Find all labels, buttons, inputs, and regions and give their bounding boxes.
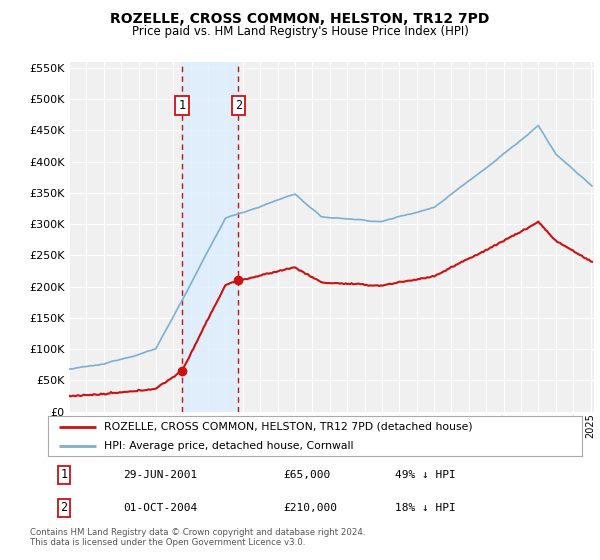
Text: ROZELLE, CROSS COMMON, HELSTON, TR12 7PD (detached house): ROZELLE, CROSS COMMON, HELSTON, TR12 7PD… bbox=[104, 422, 473, 432]
Bar bbox=[182, 62, 238, 412]
Text: 29-JUN-2001: 29-JUN-2001 bbox=[123, 470, 197, 480]
Text: Price paid vs. HM Land Registry's House Price Index (HPI): Price paid vs. HM Land Registry's House … bbox=[131, 25, 469, 38]
Text: £210,000: £210,000 bbox=[283, 503, 337, 513]
Text: 1: 1 bbox=[178, 99, 185, 112]
Text: 1: 1 bbox=[61, 468, 68, 481]
Text: 01-OCT-2004: 01-OCT-2004 bbox=[123, 503, 197, 513]
Text: £65,000: £65,000 bbox=[283, 470, 330, 480]
Text: 18% ↓ HPI: 18% ↓ HPI bbox=[395, 503, 456, 513]
Text: ROZELLE, CROSS COMMON, HELSTON, TR12 7PD: ROZELLE, CROSS COMMON, HELSTON, TR12 7PD bbox=[110, 12, 490, 26]
Text: Contains HM Land Registry data © Crown copyright and database right 2024.
This d: Contains HM Land Registry data © Crown c… bbox=[30, 528, 365, 548]
Text: 49% ↓ HPI: 49% ↓ HPI bbox=[395, 470, 456, 480]
Text: 2: 2 bbox=[235, 99, 242, 112]
Text: 2: 2 bbox=[61, 501, 68, 515]
Text: HPI: Average price, detached house, Cornwall: HPI: Average price, detached house, Corn… bbox=[104, 441, 353, 450]
